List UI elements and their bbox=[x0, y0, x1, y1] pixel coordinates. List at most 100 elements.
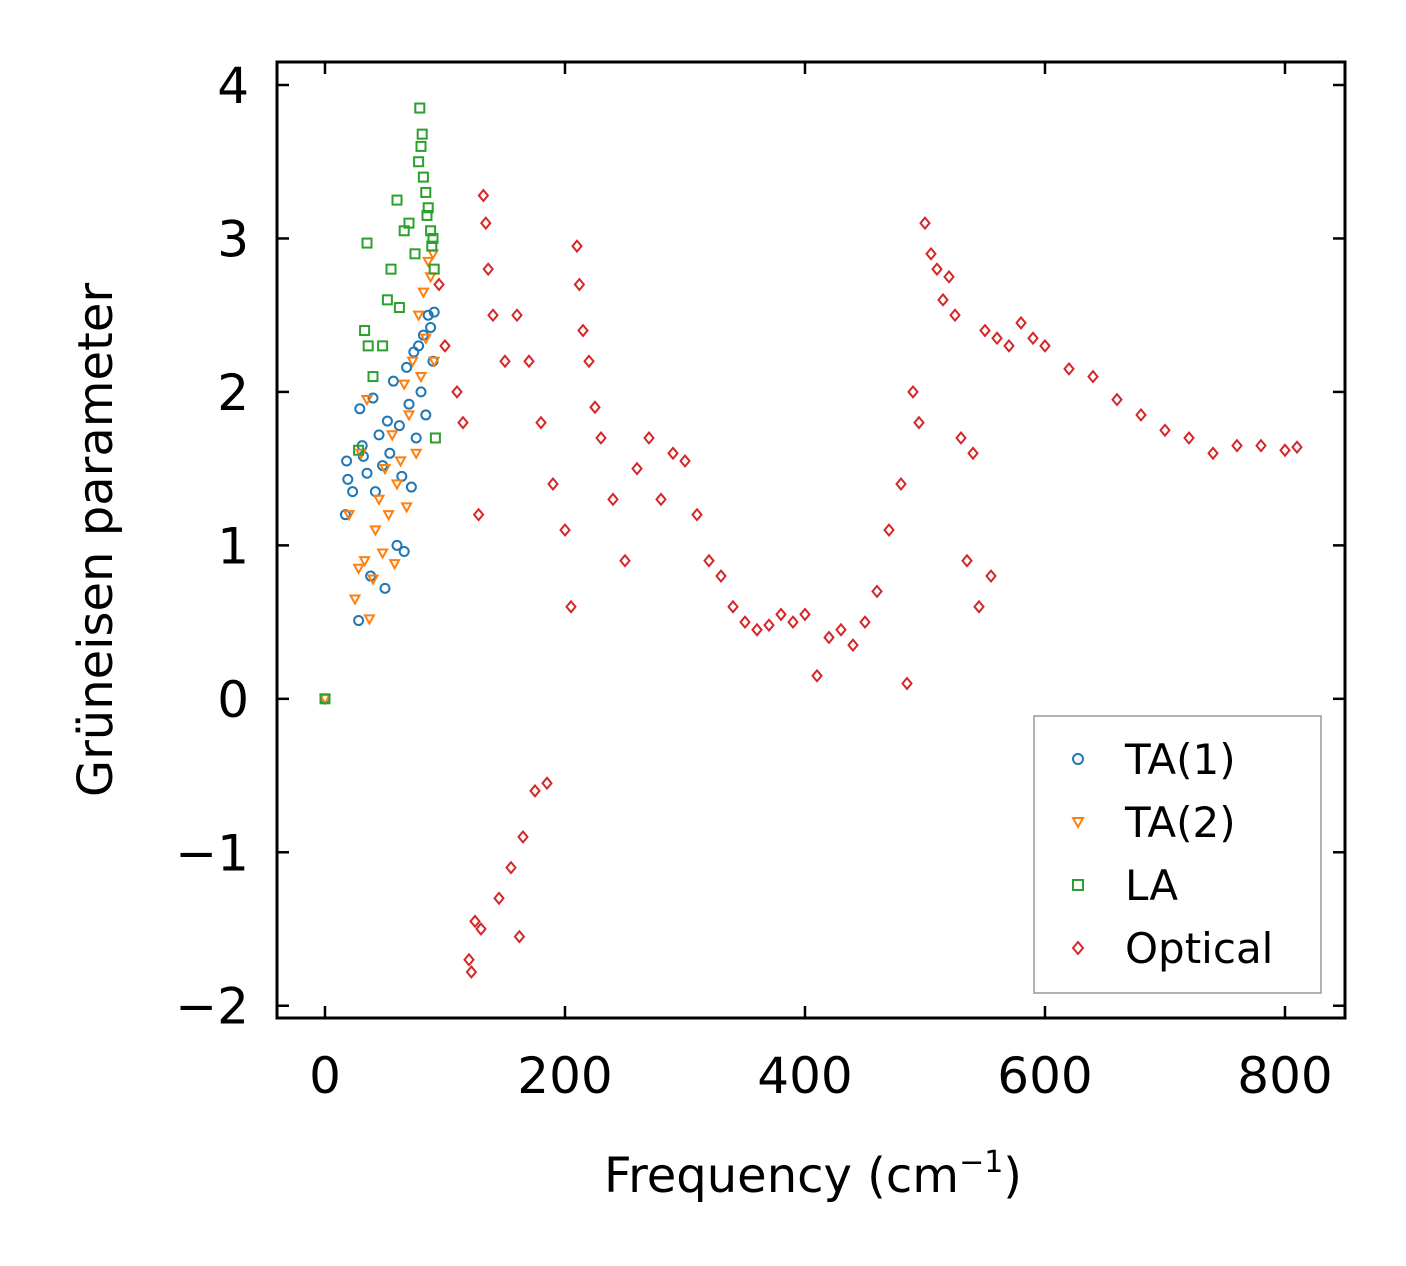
data-point bbox=[342, 473, 354, 485]
data-point bbox=[487, 308, 499, 323]
data-point bbox=[381, 294, 393, 306]
data-point bbox=[420, 409, 432, 421]
data-point bbox=[367, 392, 379, 404]
x-axis-label-superscript: −1 bbox=[959, 1145, 1003, 1180]
data-point bbox=[413, 340, 425, 352]
data-point bbox=[907, 384, 919, 399]
data-point bbox=[463, 952, 475, 967]
legend-entry: LA bbox=[1072, 861, 1178, 910]
data-point bbox=[405, 481, 417, 493]
data-point bbox=[427, 232, 439, 244]
series-TA(2) bbox=[318, 249, 441, 706]
y-tick-label: 1 bbox=[217, 517, 249, 575]
data-point bbox=[429, 432, 441, 444]
data-point bbox=[378, 464, 392, 476]
data-point bbox=[913, 415, 925, 430]
data-point bbox=[361, 237, 373, 249]
data-point bbox=[393, 302, 405, 314]
data-point bbox=[451, 384, 463, 399]
data-point bbox=[1183, 430, 1195, 445]
data-point bbox=[361, 467, 373, 479]
data-point bbox=[949, 308, 961, 323]
data-point bbox=[377, 340, 389, 352]
y-axis-label: Grüneisen parameter bbox=[68, 283, 124, 798]
data-point bbox=[402, 410, 416, 422]
legend-entry: Optical bbox=[1071, 924, 1273, 973]
data-point bbox=[1027, 331, 1039, 346]
data-point bbox=[535, 415, 547, 430]
data-point bbox=[607, 492, 619, 507]
legend-label: Optical bbox=[1125, 924, 1273, 973]
data-point bbox=[703, 553, 715, 568]
data-point bbox=[1015, 315, 1027, 330]
data-point bbox=[410, 448, 423, 460]
data-point bbox=[419, 333, 432, 345]
legend-marker bbox=[1071, 940, 1085, 956]
data-points-layer bbox=[318, 102, 1303, 979]
data-point bbox=[751, 622, 763, 637]
data-point bbox=[513, 929, 526, 944]
data-point bbox=[1087, 369, 1099, 384]
data-point bbox=[967, 446, 979, 461]
data-point bbox=[493, 891, 505, 906]
data-point bbox=[425, 321, 437, 333]
data-point bbox=[354, 403, 366, 415]
data-point bbox=[1255, 438, 1267, 453]
data-point bbox=[511, 308, 523, 323]
data-point bbox=[393, 420, 405, 432]
legend-label: TA(2) bbox=[1124, 798, 1236, 847]
data-point bbox=[973, 599, 985, 614]
data-point bbox=[426, 240, 438, 252]
data-point bbox=[1159, 423, 1171, 438]
data-point bbox=[763, 618, 775, 633]
data-point bbox=[367, 371, 379, 383]
data-point bbox=[469, 914, 481, 929]
data-point bbox=[413, 156, 425, 168]
axis-ticks-layer: 0 200 400 600 800 −2 −1 0 1 2 3 4 bbox=[175, 57, 1345, 1105]
legend-label: TA(1) bbox=[1124, 735, 1236, 784]
data-point bbox=[386, 430, 399, 442]
data-point bbox=[416, 128, 428, 140]
data-point bbox=[667, 446, 679, 461]
x-axis-label: Frequency (cm−1) bbox=[604, 1145, 1022, 1204]
y-tick-label: 0 bbox=[217, 671, 249, 729]
data-point bbox=[401, 361, 413, 373]
data-point bbox=[366, 574, 380, 586]
data-point bbox=[835, 622, 847, 637]
legend-label: LA bbox=[1125, 861, 1178, 910]
data-point bbox=[1039, 338, 1051, 353]
data-point bbox=[979, 323, 991, 338]
data-point bbox=[406, 356, 419, 368]
legend: TA(1) TA(2) LA Optical bbox=[1033, 715, 1322, 994]
data-point bbox=[985, 569, 997, 584]
data-point bbox=[352, 563, 365, 575]
data-point bbox=[739, 615, 751, 630]
data-point bbox=[409, 248, 421, 260]
data-point bbox=[353, 444, 365, 456]
data-point bbox=[412, 310, 425, 322]
data-point bbox=[348, 594, 362, 606]
data-point bbox=[398, 546, 410, 558]
data-point bbox=[347, 486, 359, 498]
data-point bbox=[360, 394, 374, 407]
data-point bbox=[415, 140, 427, 152]
data-point bbox=[559, 523, 571, 537]
data-point bbox=[691, 507, 703, 522]
data-point bbox=[937, 292, 949, 307]
data-point bbox=[428, 356, 441, 368]
data-point bbox=[1207, 446, 1219, 461]
plot-frame bbox=[275, 60, 1347, 1020]
data-point bbox=[565, 599, 577, 614]
data-point bbox=[477, 188, 490, 203]
data-point bbox=[961, 553, 973, 568]
data-point bbox=[363, 614, 376, 626]
data-point bbox=[362, 340, 374, 352]
data-point bbox=[577, 323, 589, 338]
data-point bbox=[479, 216, 492, 231]
data-point bbox=[925, 246, 937, 261]
y-tick-label: −1 bbox=[175, 824, 249, 882]
data-point bbox=[410, 432, 422, 444]
data-point bbox=[1291, 440, 1303, 455]
x-tick-label: 800 bbox=[1237, 1047, 1332, 1105]
